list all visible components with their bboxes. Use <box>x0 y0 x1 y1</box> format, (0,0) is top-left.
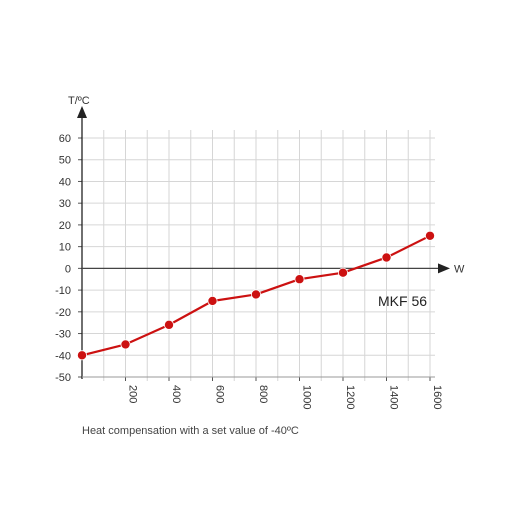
y-tick-label: 0 <box>65 263 71 275</box>
y-tick-label: 30 <box>59 198 71 210</box>
y-tick-label: -30 <box>55 329 71 341</box>
axes <box>77 106 450 381</box>
tick-labels: 60 50 40 30 20 10 0 -10 -20 -30 -40 -50 200 400 600 800… <box>55 133 443 409</box>
y-tick-label: 10 <box>59 242 71 254</box>
data-point <box>164 320 173 329</box>
x-tick-label: 1000 <box>301 385 313 409</box>
data-point <box>338 268 347 277</box>
x-tick-label: 800 <box>257 385 269 403</box>
y-tick-label: -40 <box>55 350 71 362</box>
data-point <box>425 231 434 240</box>
chart-caption: Heat compensation with a set value of -4… <box>82 425 299 437</box>
y-tick-label: 50 <box>59 155 71 167</box>
y-tick-label: -10 <box>55 285 71 297</box>
x-tick-label: 400 <box>170 385 182 403</box>
data-point <box>121 340 130 349</box>
data-point <box>382 253 391 262</box>
y-tick-label: 60 <box>59 133 71 145</box>
y-tick-label: -50 <box>55 372 71 384</box>
data-point <box>251 290 260 299</box>
y-tick-label: 20 <box>59 220 71 232</box>
y-axis-arrow <box>77 106 87 118</box>
x-axis-label: W <box>454 263 465 275</box>
x-tick-label: 600 <box>214 385 226 403</box>
x-tick-label: 1200 <box>344 385 356 409</box>
y-tick-label: 40 <box>59 176 71 188</box>
x-tick-label: 1600 <box>431 385 443 409</box>
x-tick-label: 200 <box>127 385 139 403</box>
x-axis-arrow <box>438 263 450 273</box>
data-point <box>295 275 304 284</box>
y-axis-label: T/ºC <box>68 95 90 107</box>
data-point <box>208 296 217 305</box>
y-tick-label: -20 <box>55 307 71 319</box>
series-label: MKF 56 <box>378 293 427 309</box>
data-point <box>77 351 86 360</box>
x-tick-label: 1400 <box>388 385 400 409</box>
